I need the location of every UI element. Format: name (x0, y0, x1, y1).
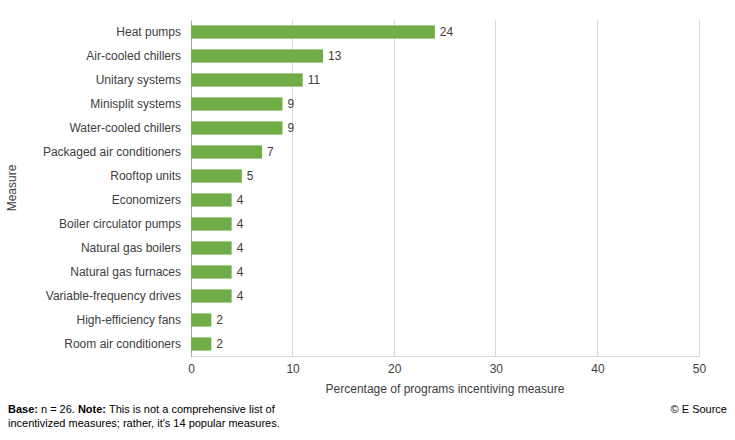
x-tick: 40 (591, 362, 605, 376)
x-axis-line (192, 356, 700, 357)
bar (191, 25, 435, 38)
bar (191, 337, 211, 350)
chart: 0 10 20 30 40 50 Heat pumps Air-cooled chillers… (0, 0, 735, 440)
data-label: 4 (237, 193, 244, 207)
grid-line (597, 20, 598, 356)
y-tick-label: High-efficiency fans (77, 313, 182, 327)
data-label: 2 (216, 313, 223, 327)
y-axis-title: Measure (5, 164, 19, 211)
bar (191, 289, 232, 302)
bar (191, 73, 303, 86)
y-tick-label: Heat pumps (116, 25, 181, 39)
footnote-label: Base: (8, 403, 38, 415)
y-axis-line (191, 21, 192, 357)
data-label: 9 (287, 97, 294, 111)
data-label: 4 (237, 217, 244, 231)
source: © E Source (671, 403, 727, 415)
x-tick: 50 (693, 362, 707, 376)
x-tick-label: 10 (286, 362, 300, 376)
grid-line (495, 20, 496, 356)
x-tick-label: 20 (388, 362, 402, 376)
grid (191, 20, 699, 356)
y-tick: Heat pumps (116, 25, 181, 39)
x-tick: 10 (286, 362, 300, 376)
x-axis-title: Percentage of programs incentiving measu… (326, 382, 565, 396)
y-tick: Rooftop units (110, 169, 181, 183)
data-label: 4 (237, 241, 244, 255)
y-tick: Variable-frequency drives (46, 289, 181, 303)
y-tick-label: Natural gas furnaces (70, 265, 181, 279)
y-tick: Water-cooled chillers (69, 121, 181, 135)
x-tick: 0 (188, 362, 195, 376)
data-label: 13 (328, 49, 342, 63)
y-tick: Natural gas furnaces (70, 265, 181, 279)
y-tick: Room air conditioners (64, 337, 181, 351)
y-tick-label: Economizers (112, 193, 181, 207)
bar (191, 169, 242, 182)
grid-line (394, 20, 395, 356)
y-tick: High-efficiency fans (77, 313, 182, 327)
footnote: Base:n = 26.Note:This is not a comprehen… (8, 403, 276, 415)
footnote-text: This is not a comprehensive list of (109, 403, 276, 415)
bar (191, 145, 262, 158)
y-axis: Heat pumps Air-cooled chillers Unitary sys… (43, 21, 192, 357)
y-tick-label: Boiler circulator pumps (59, 217, 181, 231)
y-tick-label: Minisplit systems (90, 97, 181, 111)
bar (191, 217, 232, 230)
y-tick-label: Packaged air conditioners (43, 145, 181, 159)
y-tick-label: Unitary systems (96, 73, 181, 87)
data-label: 9 (287, 121, 294, 135)
grid-line (699, 20, 700, 356)
data-label: 5 (247, 169, 254, 183)
y-tick: Economizers (112, 193, 181, 207)
bar (191, 97, 282, 110)
bar (191, 121, 282, 134)
data-label: 2 (216, 337, 223, 351)
y-tick: Boiler circulator pumps (59, 217, 181, 231)
x-tick-label: 40 (591, 362, 605, 376)
footnote-text: n = 26. (41, 403, 75, 415)
data-label: 4 (237, 265, 244, 279)
bar (191, 241, 232, 254)
data-label: 4 (237, 289, 244, 303)
y-tick-label: Natural gas boilers (81, 241, 181, 255)
y-tick: Packaged air conditioners (43, 145, 181, 159)
y-tick: Air-cooled chillers (86, 49, 181, 63)
data-label: 11 (308, 73, 321, 87)
bar (191, 193, 232, 206)
y-tick-label: Rooftop units (110, 169, 181, 183)
y-tick-label: Water-cooled chillers (69, 121, 181, 135)
bar (191, 265, 232, 278)
y-tick: Unitary systems (96, 73, 181, 87)
footnote-label: Note: (78, 403, 106, 415)
x-tick-label: 0 (188, 362, 195, 376)
data-labels: 24131199754444422 (216, 25, 453, 351)
bar (191, 313, 211, 326)
x-tick: 20 (388, 362, 402, 376)
bar (191, 49, 323, 62)
footnote-text: incentivized measures; rather, it's 14 p… (8, 417, 280, 429)
y-tick: Minisplit systems (90, 97, 181, 111)
y-tick-label: Variable-frequency drives (46, 289, 181, 303)
grid-line (292, 20, 293, 356)
x-tick-label: 50 (693, 362, 707, 376)
x-tick: 30 (490, 362, 504, 376)
data-label: 7 (267, 145, 274, 159)
x-axis: 0 10 20 30 40 50 (188, 357, 706, 376)
y-tick-label: Room air conditioners (64, 337, 181, 351)
data-label: 24 (440, 25, 454, 39)
bars (191, 25, 435, 350)
x-tick-label: 30 (490, 362, 504, 376)
grid-line (191, 20, 192, 356)
y-tick: Natural gas boilers (81, 241, 181, 255)
y-tick-label: Air-cooled chillers (86, 49, 181, 63)
